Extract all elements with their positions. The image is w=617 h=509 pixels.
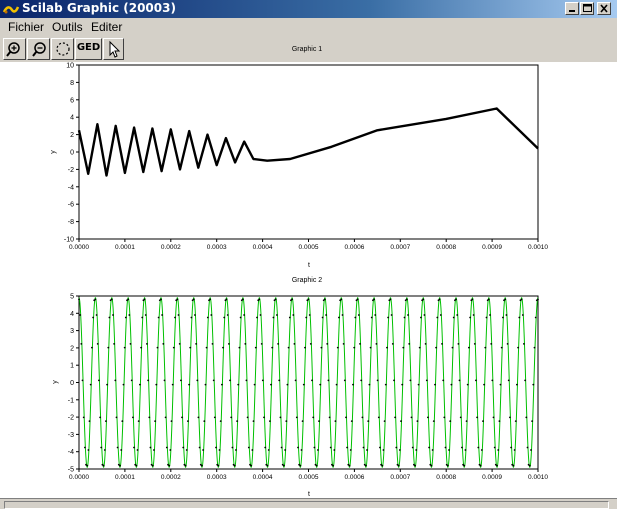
close-button[interactable]: [597, 2, 611, 15]
zoom-in-button[interactable]: [3, 38, 26, 60]
maximize-icon: [583, 4, 592, 12]
ged-button[interactable]: GED: [75, 38, 102, 60]
status-pane: [4, 501, 609, 509]
ged-label: GED: [76, 42, 101, 53]
pointer-icon: [109, 40, 121, 58]
rotate-icon: [56, 42, 70, 56]
close-icon: [600, 4, 608, 13]
menu-fichier[interactable]: Fichier: [8, 20, 45, 34]
graphic-canvas[interactable]: [0, 36, 617, 499]
zoom-out-button[interactable]: [27, 38, 50, 60]
minimize-icon: [569, 10, 575, 12]
toolbar: GED: [0, 36, 617, 62]
zoom-out-icon: [32, 42, 46, 57]
window-title: Scilab Graphic (20003): [22, 1, 176, 15]
title-bar[interactable]: Scilab Graphic (20003): [0, 0, 617, 18]
menu-bar: Fichier Outils Editer: [0, 18, 617, 36]
menu-outils[interactable]: Outils: [52, 20, 83, 34]
menu-editer[interactable]: Editer: [91, 20, 123, 34]
zoom-in-icon: [6, 42, 20, 57]
status-bar: [0, 498, 617, 509]
pointer-button[interactable]: [103, 38, 124, 60]
scilab-app-icon: [3, 6, 19, 14]
maximize-button[interactable]: [580, 2, 594, 15]
minimize-button[interactable]: [565, 2, 579, 15]
rotate-button[interactable]: [51, 38, 74, 60]
